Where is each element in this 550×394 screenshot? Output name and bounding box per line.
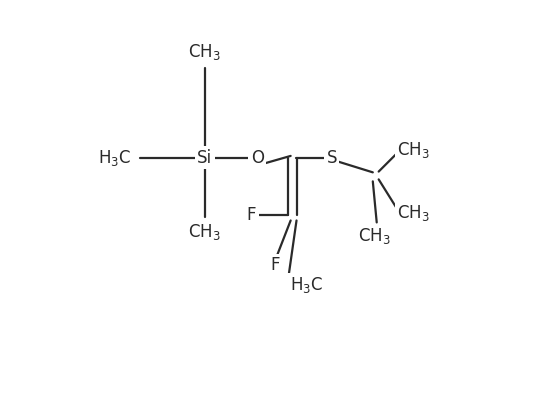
Text: O: O [251,149,264,167]
Text: S: S [327,149,337,167]
Text: CH$_3$: CH$_3$ [359,226,391,246]
Text: H$_3$C: H$_3$C [98,148,131,168]
Text: Si: Si [197,149,212,167]
Text: H$_3$C: H$_3$C [290,275,323,295]
Text: F: F [247,206,256,224]
Text: F: F [270,256,280,275]
Text: CH$_3$: CH$_3$ [398,140,430,160]
Text: CH$_3$: CH$_3$ [398,203,430,223]
Text: CH$_3$: CH$_3$ [188,222,221,242]
Text: CH$_3$: CH$_3$ [188,42,221,62]
